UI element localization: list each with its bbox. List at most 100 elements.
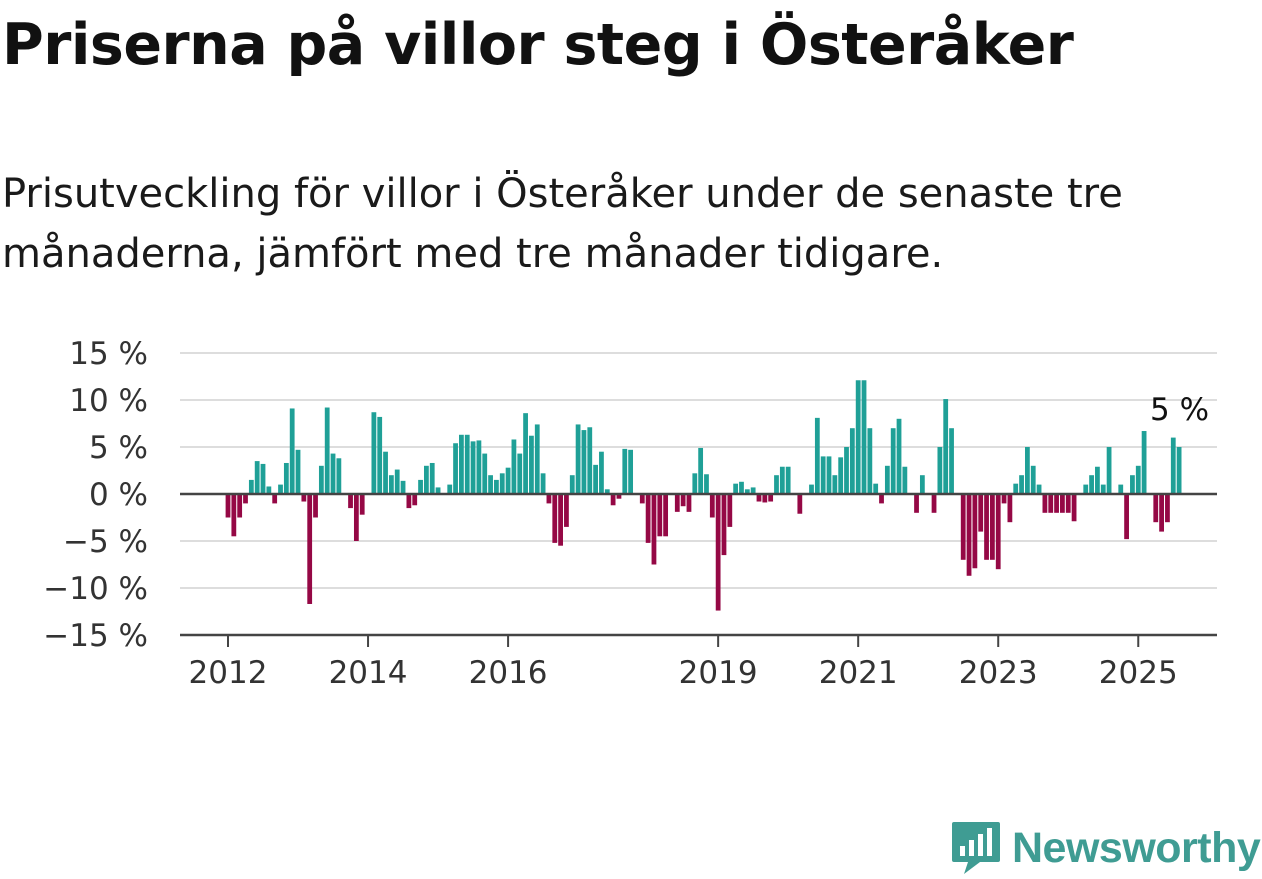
bar: [383, 451, 388, 494]
bars: [225, 380, 1182, 611]
bar: [283, 462, 289, 494]
bar: [849, 428, 855, 494]
bar: [680, 494, 686, 507]
bar: [989, 494, 995, 560]
bar: [523, 413, 528, 494]
y-tick-label: −5 %: [63, 524, 148, 560]
bar: [832, 475, 838, 494]
bar: [575, 424, 581, 494]
bar: [453, 443, 458, 494]
bar: [604, 489, 610, 494]
bar: [896, 418, 902, 494]
bar: [377, 416, 383, 494]
bar: [1100, 484, 1106, 494]
y-tick-label: −15 %: [43, 618, 148, 654]
y-tick-label: 0 %: [89, 477, 148, 513]
bar: [721, 494, 727, 556]
bar: [464, 434, 470, 494]
bar: [657, 494, 663, 537]
bar: [914, 494, 919, 513]
bar: [622, 448, 628, 494]
bar: [1095, 466, 1100, 494]
bar: [429, 462, 435, 494]
bar: [272, 494, 278, 504]
x-tick-label: 2021: [819, 655, 898, 691]
bar: [1013, 483, 1019, 494]
bar: [645, 494, 651, 543]
bar: [529, 435, 534, 494]
brand-name: Newsworthy: [1012, 823, 1261, 872]
bar: [1165, 494, 1170, 523]
bar: [400, 480, 406, 494]
bar: [984, 494, 989, 560]
bar: [838, 457, 844, 494]
bar: [371, 412, 377, 494]
bar: [902, 466, 908, 494]
bar: [552, 494, 558, 543]
last-value-label: 5 %: [1150, 392, 1209, 428]
x-tick-label: 2016: [469, 655, 548, 691]
bar: [260, 463, 266, 494]
axis-labels: 15 % 10 % 5 % 0 % −5 % −10 % −15 % 2012 2014 2016…: [43, 336, 1209, 691]
bar: [890, 428, 896, 494]
bar: [412, 494, 418, 506]
bar: [949, 428, 954, 494]
bar: [844, 447, 849, 494]
bar: [318, 465, 324, 494]
bar: [779, 466, 785, 494]
bar: [768, 494, 774, 502]
bar: [1083, 484, 1089, 494]
bar: [1089, 475, 1094, 494]
x-tick-label: 2023: [959, 655, 1038, 691]
bar: [517, 453, 523, 494]
bar: [470, 441, 476, 494]
x-tick-label: 2012: [189, 655, 268, 691]
bar: [301, 494, 307, 502]
bar: [418, 479, 423, 494]
bar: [762, 494, 768, 503]
bar: [243, 494, 248, 504]
bar: [1054, 494, 1059, 513]
bar: [1065, 494, 1071, 513]
bar: [674, 494, 680, 512]
bar-chart: 15 % 10 % 5 % 0 % −5 % −10 % −15 % 2012 2014 2016…: [43, 336, 1217, 691]
bar: [225, 494, 231, 518]
bar: [785, 466, 791, 494]
bar: [353, 494, 359, 541]
bar: [313, 494, 318, 518]
bar: [266, 486, 272, 494]
bar: [359, 494, 365, 515]
bar: [587, 427, 593, 494]
bar: [1176, 447, 1182, 494]
bar: [1048, 494, 1054, 513]
bar: [254, 461, 260, 494]
bar: [774, 475, 779, 494]
x-tick-label: 2019: [679, 655, 758, 691]
bar: [336, 458, 342, 494]
bar: [423, 465, 429, 494]
bar: [1036, 484, 1042, 494]
bar: [1118, 484, 1124, 494]
bar: [505, 467, 511, 494]
bar: [1007, 494, 1013, 523]
bar: [727, 494, 733, 527]
bar: [278, 484, 283, 494]
bar: [879, 494, 884, 504]
bar: [534, 424, 540, 494]
y-tick-label: −10 %: [43, 571, 148, 607]
bar: [394, 469, 400, 494]
newsworthy-logo-icon: [952, 822, 1000, 874]
bar: [1030, 465, 1036, 494]
bar: [231, 494, 237, 537]
bar: [809, 484, 814, 494]
bar: [943, 399, 949, 494]
bar: [628, 449, 634, 494]
bar: [873, 483, 879, 494]
bar: [1042, 494, 1048, 513]
bar: [1141, 431, 1147, 494]
bar: [639, 494, 645, 504]
bar: [307, 494, 313, 604]
bar: [995, 494, 1001, 570]
bar: [447, 484, 453, 494]
bar: [1135, 465, 1141, 494]
